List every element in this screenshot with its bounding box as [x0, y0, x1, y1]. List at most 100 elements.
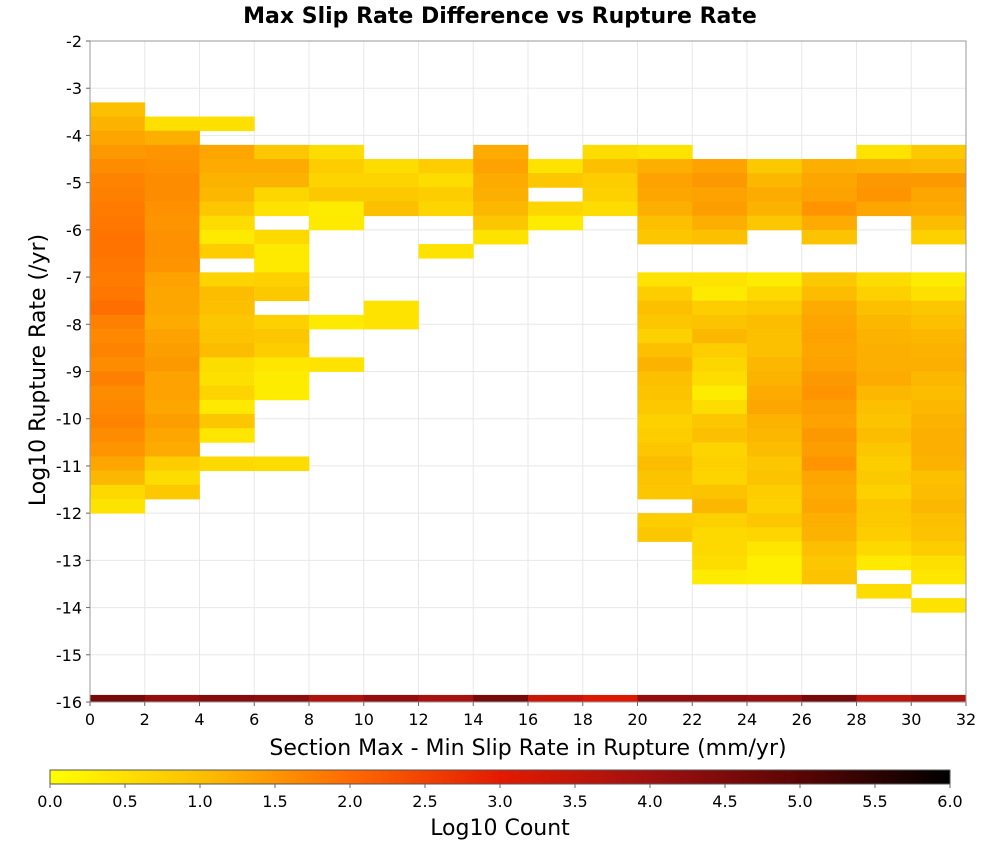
heatmap-cell: [692, 428, 748, 443]
heatmap-cell: [144, 329, 200, 344]
heatmap-cell: [692, 343, 748, 358]
heatmap-cell: [90, 329, 146, 344]
heatmap-cell: [144, 371, 200, 387]
x-tick-label: 28: [846, 710, 866, 729]
heatmap-cell: [254, 187, 310, 202]
heatmap-cell: [747, 286, 803, 302]
heatmap-cell: [911, 385, 967, 401]
heatmap-cell: [90, 498, 146, 514]
heatmap-cell: [309, 357, 365, 372]
heatmap-cell: [801, 173, 857, 188]
heatmap-cell: [144, 144, 200, 160]
heatmap-cell: [911, 343, 967, 358]
x-tick-label: 8: [304, 710, 314, 729]
colorbar-tick-label: 2.5: [412, 792, 437, 811]
heatmap-cell: [144, 456, 200, 472]
heatmap-cell: [747, 343, 803, 358]
heatmap-cell: [90, 187, 146, 202]
heatmap-cell: [747, 555, 803, 571]
heatmap-cell: [637, 215, 693, 231]
heatmap-cell: [801, 541, 857, 557]
heatmap-cell: [747, 569, 803, 585]
y-tick-label: -2: [66, 32, 82, 51]
heatmap-cell: [856, 470, 912, 486]
heatmap-cell: [911, 201, 967, 217]
heatmap-cell: [911, 569, 967, 585]
heatmap-cell: [747, 314, 803, 330]
heatmap-cell: [582, 187, 638, 202]
heatmap-cell: [144, 173, 200, 188]
heatmap-cell: [692, 498, 748, 514]
heatmap-cell: [199, 371, 255, 387]
heatmap-cell: [911, 286, 967, 302]
heatmap-cell: [692, 357, 748, 372]
heatmap-cell: [692, 201, 748, 217]
x-tick-label: 20: [627, 710, 647, 729]
heatmap-cell: [801, 300, 857, 316]
heatmap-cell: [692, 215, 748, 231]
heatmap-cell: [418, 159, 474, 174]
heatmap-cell: [144, 272, 200, 287]
heatmap-cell: [637, 187, 693, 202]
heatmap-cell: [473, 215, 529, 231]
heatmap-cell: [747, 385, 803, 401]
heatmap-cell: [199, 187, 255, 202]
heatmap-cell: [199, 456, 255, 472]
heatmap-cell: [199, 144, 255, 160]
heatmap-cell: [856, 541, 912, 557]
heatmap-cell: [856, 300, 912, 316]
x-tick-label: 24: [737, 710, 757, 729]
heatmap-cell: [747, 428, 803, 443]
heatmap-cell: [199, 694, 255, 702]
heatmap-cell: [801, 694, 857, 702]
heatmap-cell: [692, 300, 748, 316]
heatmap-cell: [199, 413, 255, 429]
x-axis: 0 2 4 6 8 10 12 14 16 18 20 22 24 26 28 30 32: [85, 702, 976, 729]
heatmap-cell: [637, 371, 693, 387]
heatmap-cell: [309, 173, 365, 188]
heatmap-cell: [856, 498, 912, 514]
heatmap-cell: [911, 371, 967, 387]
heatmap-cell: [199, 215, 255, 231]
heatmap-cell: [856, 272, 912, 287]
heatmap-cell: [473, 694, 529, 702]
heatmap-cell: [911, 173, 967, 188]
heatmap-cell: [90, 144, 146, 160]
heatmap-cell: [911, 300, 967, 316]
heatmap-cell: [801, 442, 857, 457]
x-tick-label: 22: [682, 710, 702, 729]
heatmap-cell: [309, 159, 365, 174]
heatmap-cell: [801, 428, 857, 443]
heatmap-cell: [363, 173, 419, 188]
heatmap-cell: [856, 484, 912, 500]
heatmap-cell: [801, 357, 857, 372]
heatmap-cell: [911, 555, 967, 571]
heatmap-cell: [911, 484, 967, 500]
heatmap-cell: [801, 286, 857, 302]
x-tick-label: 16: [518, 710, 538, 729]
heatmap-cell: [90, 314, 146, 330]
heatmap-cell: [144, 442, 200, 457]
heatmap-cell: [254, 229, 310, 245]
colorbar-tick-label: 2.0: [337, 792, 362, 811]
heatmap-cell: [582, 173, 638, 188]
colorbar-tick-label: 3.0: [487, 792, 512, 811]
heatmap-cell: [856, 286, 912, 302]
heatmap-cell: [199, 173, 255, 188]
heatmap-cell: [856, 527, 912, 542]
heatmap-cell: [747, 484, 803, 500]
heatmap-cell: [856, 343, 912, 358]
heatmap-cell: [144, 694, 200, 702]
heatmap-cell: [90, 456, 146, 472]
heatmap-cell: [801, 399, 857, 415]
heatmap-cell: [911, 357, 967, 372]
heatmap-cell: [582, 144, 638, 160]
heatmap-cell: [473, 187, 529, 202]
heatmap-cell: [254, 329, 310, 344]
heatmap-cell: [90, 343, 146, 358]
heatmap-cell: [90, 244, 146, 259]
heatmap-cell: [309, 314, 365, 330]
y-tick-label: -15: [56, 646, 82, 665]
heatmap-cell: [692, 694, 748, 702]
heatmap-cell: [911, 144, 967, 160]
